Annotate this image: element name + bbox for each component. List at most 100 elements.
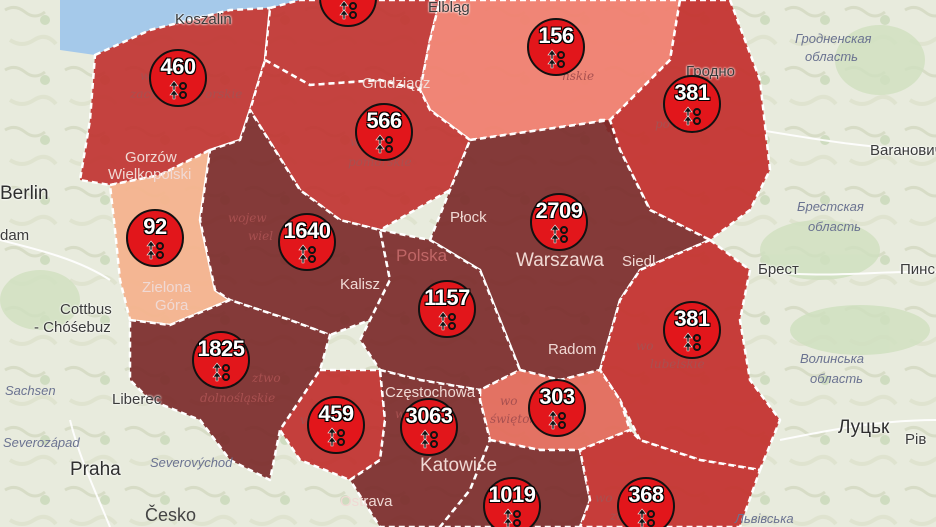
case-count-value: 2709 xyxy=(535,198,583,223)
trend-arrows-icon xyxy=(169,80,187,100)
region-label: dolnośląskie xyxy=(200,391,276,405)
city-label: Wielkopolski xyxy=(108,166,192,183)
region-label: ńskie xyxy=(562,69,595,83)
region-label: wiel xyxy=(248,229,274,243)
region-label: wo xyxy=(595,491,613,505)
case-count-value: 460 xyxy=(160,54,196,79)
region-label: wo xyxy=(500,394,518,408)
case-count-marker[interactable]: 2709 xyxy=(530,193,588,251)
trend-arrows-icon xyxy=(375,134,393,154)
region-label: wo xyxy=(636,339,654,353)
case-count-value: 566 xyxy=(366,108,402,133)
trend-arrows-icon xyxy=(339,0,357,20)
region-label: lubelskie xyxy=(650,357,705,371)
foreign-label: Severovýchod xyxy=(150,455,233,470)
case-count-marker[interactable]: 459 xyxy=(307,396,365,454)
case-count-marker[interactable]: 3063 xyxy=(400,398,458,456)
case-count-marker[interactable]: 303 xyxy=(528,379,586,437)
case-count-marker[interactable]: 368 xyxy=(617,477,675,527)
case-count-value: 1825 xyxy=(197,336,245,361)
trend-arrows-icon xyxy=(548,410,566,430)
region-label: po xyxy=(655,117,670,131)
case-count-marker[interactable]: 1825 xyxy=(192,331,250,389)
foreign-label: Гродненская xyxy=(795,31,872,46)
trend-arrows-icon xyxy=(683,106,701,126)
foreign-label: Львівська xyxy=(735,511,794,526)
case-count-marker[interactable]: 566 xyxy=(355,103,413,161)
case-count-marker[interactable]: 381 xyxy=(663,75,721,133)
city-label: Брест xyxy=(758,261,799,278)
region-label: wojew xyxy=(228,211,267,225)
region-label: ztwo xyxy=(252,371,281,385)
foreign-label: Sachsen xyxy=(5,383,56,398)
case-count-value: 92 xyxy=(143,214,167,239)
city-label: Elbląg xyxy=(428,0,470,16)
case-count-value: 381 xyxy=(674,306,710,331)
city-label: Katowice xyxy=(420,455,498,476)
country-label-poland: Polska xyxy=(396,246,448,265)
region-label: pomorskie xyxy=(348,155,412,169)
city-label: Barановичи xyxy=(870,142,936,159)
roads xyxy=(0,129,936,527)
trend-arrows-icon xyxy=(146,240,164,260)
city-label: Пинс xyxy=(900,261,935,278)
city-label: Kalisz xyxy=(340,276,381,293)
trend-arrows-icon xyxy=(438,311,456,331)
city-label: Płock xyxy=(450,209,487,226)
city-label: Koszalin xyxy=(175,11,232,28)
city-label: Warszawa xyxy=(516,250,604,271)
trend-arrows-icon xyxy=(503,508,521,527)
city-label: Gorzów xyxy=(125,149,177,166)
case-count-marker[interactable]: 1157 xyxy=(418,280,476,338)
foreign-label: область xyxy=(808,219,861,234)
trend-arrows-icon xyxy=(547,49,565,69)
foreign-label: область xyxy=(805,49,858,64)
case-count-value: 156 xyxy=(538,23,574,48)
city-label: Zielona xyxy=(142,279,192,296)
case-count-marker[interactable]: 460 xyxy=(149,49,207,107)
country-label: Česko xyxy=(145,505,197,525)
trend-arrows-icon xyxy=(550,224,568,244)
case-count-value: 3063 xyxy=(405,403,453,428)
city-label: Praha xyxy=(70,459,121,480)
trend-arrows-icon xyxy=(212,362,230,382)
foreign-label: область xyxy=(810,371,863,386)
case-count-marker[interactable]: 156 xyxy=(527,18,585,76)
city-label: Grudziądz xyxy=(362,75,431,92)
case-count-value: 1640 xyxy=(283,218,331,243)
city-label: Луцьк xyxy=(838,417,890,438)
city-label: Radom xyxy=(548,341,597,358)
city-label: Liberec xyxy=(112,391,162,408)
city-label: Cottbus xyxy=(60,301,112,318)
foreign-label: Severozápad xyxy=(3,435,80,450)
trend-arrows-icon xyxy=(683,332,701,352)
city-label: Berlin xyxy=(0,183,49,204)
city-label: Рів xyxy=(905,431,927,448)
city-label: Ostrava xyxy=(340,493,393,510)
case-count-marker[interactable]: 1640 xyxy=(278,213,336,271)
case-count-value: 459 xyxy=(318,401,354,426)
city-label: Góra xyxy=(155,297,189,314)
case-count-value: 381 xyxy=(674,80,710,105)
case-count-value: 303 xyxy=(539,384,575,409)
case-count-value: 1157 xyxy=(424,285,470,310)
city-label: Siedl xyxy=(622,253,656,270)
trend-arrows-icon xyxy=(420,429,438,449)
foreign-label: Волинська xyxy=(800,351,865,366)
trend-arrows-icon xyxy=(298,244,316,264)
baltic-sea xyxy=(60,0,300,55)
case-count-marker[interactable]: 92 xyxy=(126,209,184,267)
foreign-label: Брестская xyxy=(797,199,864,214)
city-label: - Chóśebuz xyxy=(34,319,111,336)
city-label: Częstochowa xyxy=(385,384,476,401)
case-count-value: 1019 xyxy=(488,482,536,507)
region-label: orskie xyxy=(205,87,243,101)
case-count-marker[interactable]: 1019 xyxy=(483,477,541,527)
trend-arrows-icon xyxy=(327,427,345,447)
trend-arrows-icon xyxy=(637,508,655,527)
case-count-marker[interactable]: 381 xyxy=(663,301,721,359)
case-count-value: 368 xyxy=(628,482,664,507)
city-label: dam xyxy=(0,227,30,244)
forest-areas xyxy=(0,25,930,355)
